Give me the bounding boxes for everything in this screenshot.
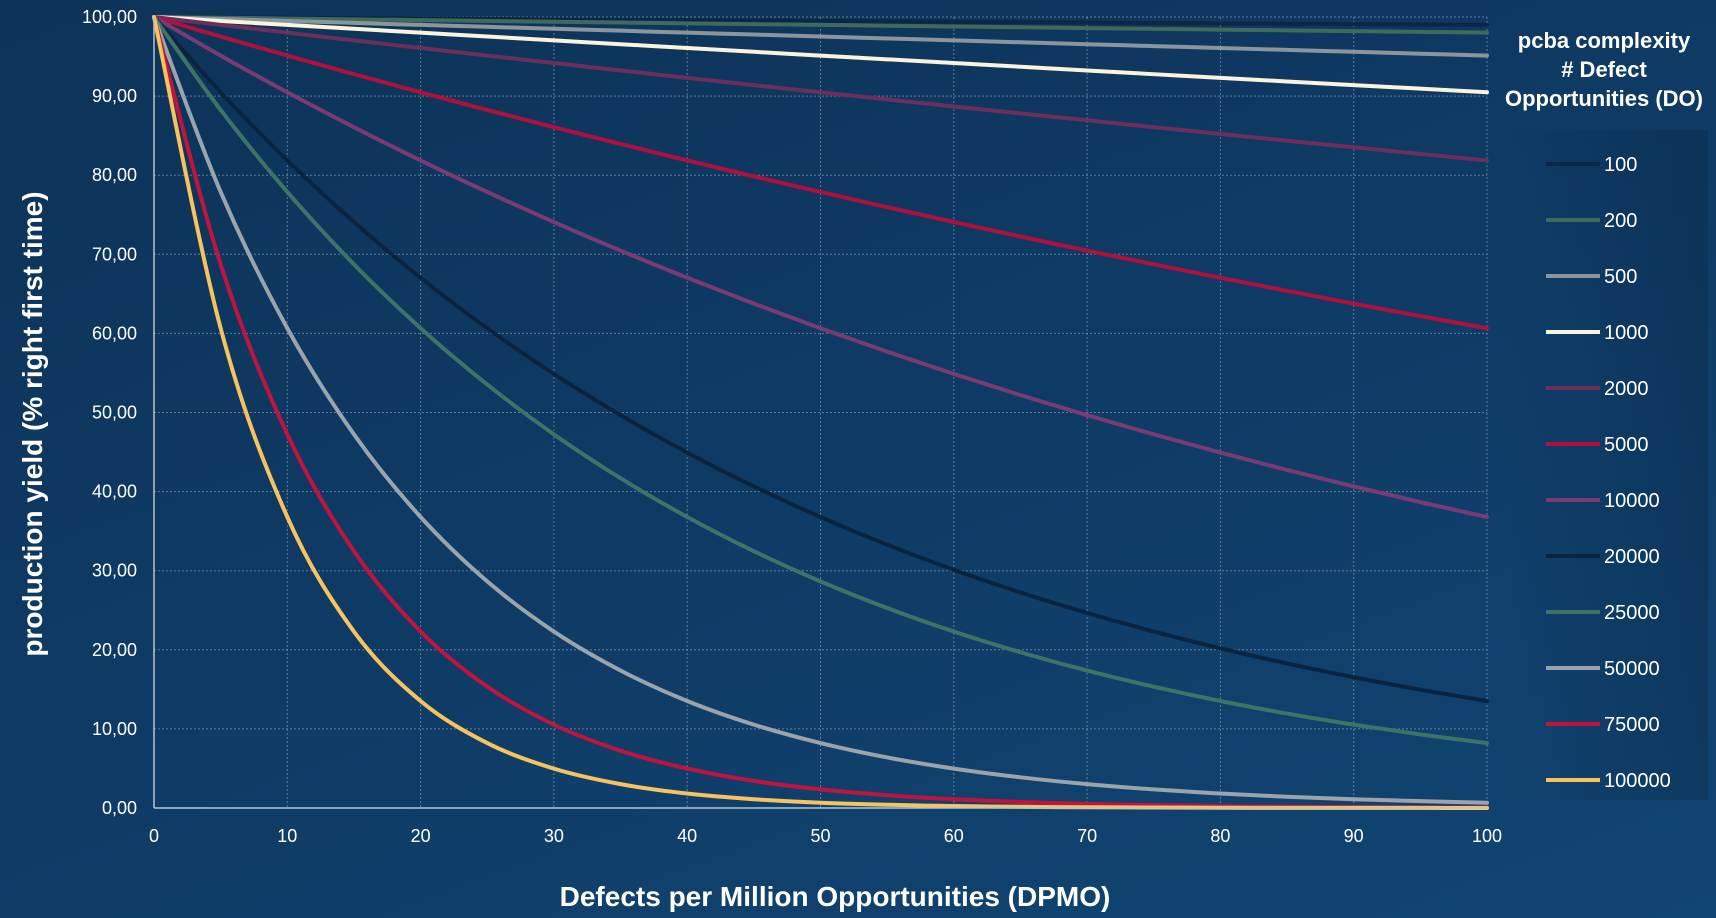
y-tick-label: 70,00	[92, 244, 137, 264]
x-tick-label: 50	[810, 826, 830, 846]
series-line-500	[152, 15, 1489, 58]
legend-title-line-1: pcba complexity	[1517, 28, 1691, 53]
series-line-200	[152, 15, 1489, 35]
legend-title-line-3: Opportunities (DO)	[1505, 86, 1703, 111]
legend-label-5000: 5000	[1604, 434, 1649, 456]
legend-label-2000: 2000	[1604, 378, 1649, 400]
x-tick-label: 20	[411, 826, 431, 846]
y-tick-label: 40,00	[92, 482, 137, 502]
series-line-5000	[152, 15, 1489, 331]
legend-label-500: 500	[1604, 266, 1637, 288]
legend-label-100: 100	[1604, 154, 1637, 176]
grid	[154, 16, 1488, 808]
legend-label-50000: 50000	[1604, 658, 1660, 680]
x-tick-label: 90	[1344, 826, 1364, 846]
legend-label-1000: 1000	[1604, 322, 1649, 344]
x-tick-label: 30	[544, 826, 564, 846]
legend-label-10000: 10000	[1604, 490, 1660, 512]
legend: 100 200 500 1000 2000 5000 10000 20000 25000 5000…	[1546, 154, 1671, 792]
y-tick-label: 90,00	[92, 86, 137, 106]
legend-title: pcba complexity # Defect Opportunities (…	[1492, 26, 1716, 113]
legend-label-200: 200	[1604, 210, 1637, 232]
x-tick-label: 60	[944, 826, 964, 846]
legend-title-line-2: # Defect	[1561, 57, 1647, 82]
series-line-25000	[152, 15, 1489, 746]
y-axis-title: production yield (% right first time)	[17, 191, 48, 656]
y-tick-label: 0,00	[102, 798, 137, 818]
y-tick-label: 50,00	[92, 403, 137, 423]
series-line-50000	[152, 15, 1489, 805]
legend-panel	[1508, 130, 1708, 800]
x-axis-title: Defects per Million Opportunities (DPMO)	[560, 881, 1111, 912]
legend-label-75000: 75000	[1604, 714, 1660, 736]
x-tick-label: 100	[1472, 826, 1502, 846]
legend-label-100000: 100000	[1604, 770, 1671, 792]
y-tick-label: 80,00	[92, 165, 137, 185]
y-tick-label: 60,00	[92, 323, 137, 343]
series-line-2000	[152, 15, 1489, 163]
x-tick-label: 70	[1077, 826, 1097, 846]
series-line-10000	[152, 15, 1489, 519]
y-tick-label: 100,00	[82, 7, 137, 27]
y-tick-label: 30,00	[92, 561, 137, 581]
y-tick-label: 10,00	[92, 719, 137, 739]
legend-label-20000: 20000	[1604, 546, 1660, 568]
series-line-20000	[152, 15, 1489, 703]
series-lines	[152, 15, 1489, 810]
x-tick-label: 0	[149, 826, 159, 846]
x-tick-label: 40	[677, 826, 697, 846]
x-tick-label: 80	[1210, 826, 1230, 846]
legend-label-25000: 25000	[1604, 602, 1660, 624]
series-line-1000	[152, 15, 1489, 95]
y-tick-label: 20,00	[92, 640, 137, 660]
axes: 0 10 20 30 40 50 60 70 80 90 100 0,00 10,00 20,00 30,0…	[82, 7, 1502, 846]
x-tick-label: 10	[277, 826, 297, 846]
